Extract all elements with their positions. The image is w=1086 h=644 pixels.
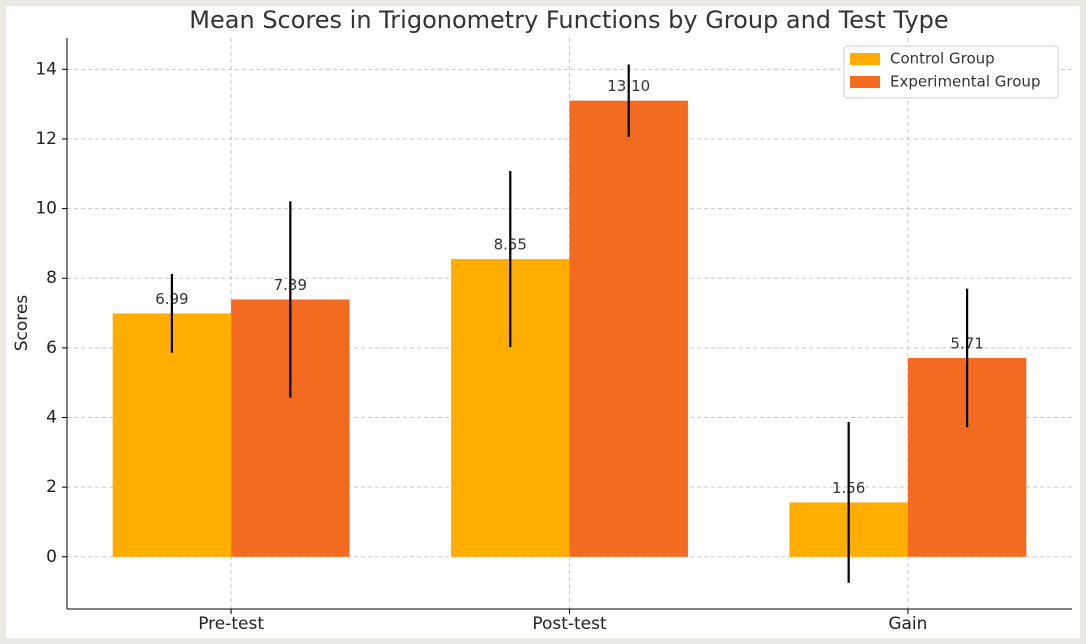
y-tick-label: 2 (46, 477, 57, 497)
y-tick-label: 8 (46, 268, 57, 288)
y-tick-label: 4 (46, 408, 57, 428)
x-tick-label: Pre-test (198, 614, 264, 634)
legend-box (843, 45, 1059, 99)
y-tick-label: 10 (35, 199, 57, 219)
chart-title: Mean Scores in Trigonometry Functions by… (189, 6, 948, 34)
y-axis-label: Scores (12, 295, 32, 352)
y-tick-label: 6 (46, 338, 57, 358)
legend-swatch (850, 53, 880, 65)
bar (569, 100, 688, 557)
x-tick-label: Post-test (532, 614, 607, 634)
legend-swatch (850, 76, 880, 88)
y-tick-label: 12 (35, 129, 57, 149)
y-tick-label: 0 (46, 547, 57, 567)
legend-label: Experimental Group (890, 73, 1040, 91)
legend-label: Control Group (890, 50, 995, 68)
x-tick-label: Gain (888, 614, 927, 634)
bar (112, 313, 232, 557)
y-tick-label: 14 (35, 59, 57, 79)
